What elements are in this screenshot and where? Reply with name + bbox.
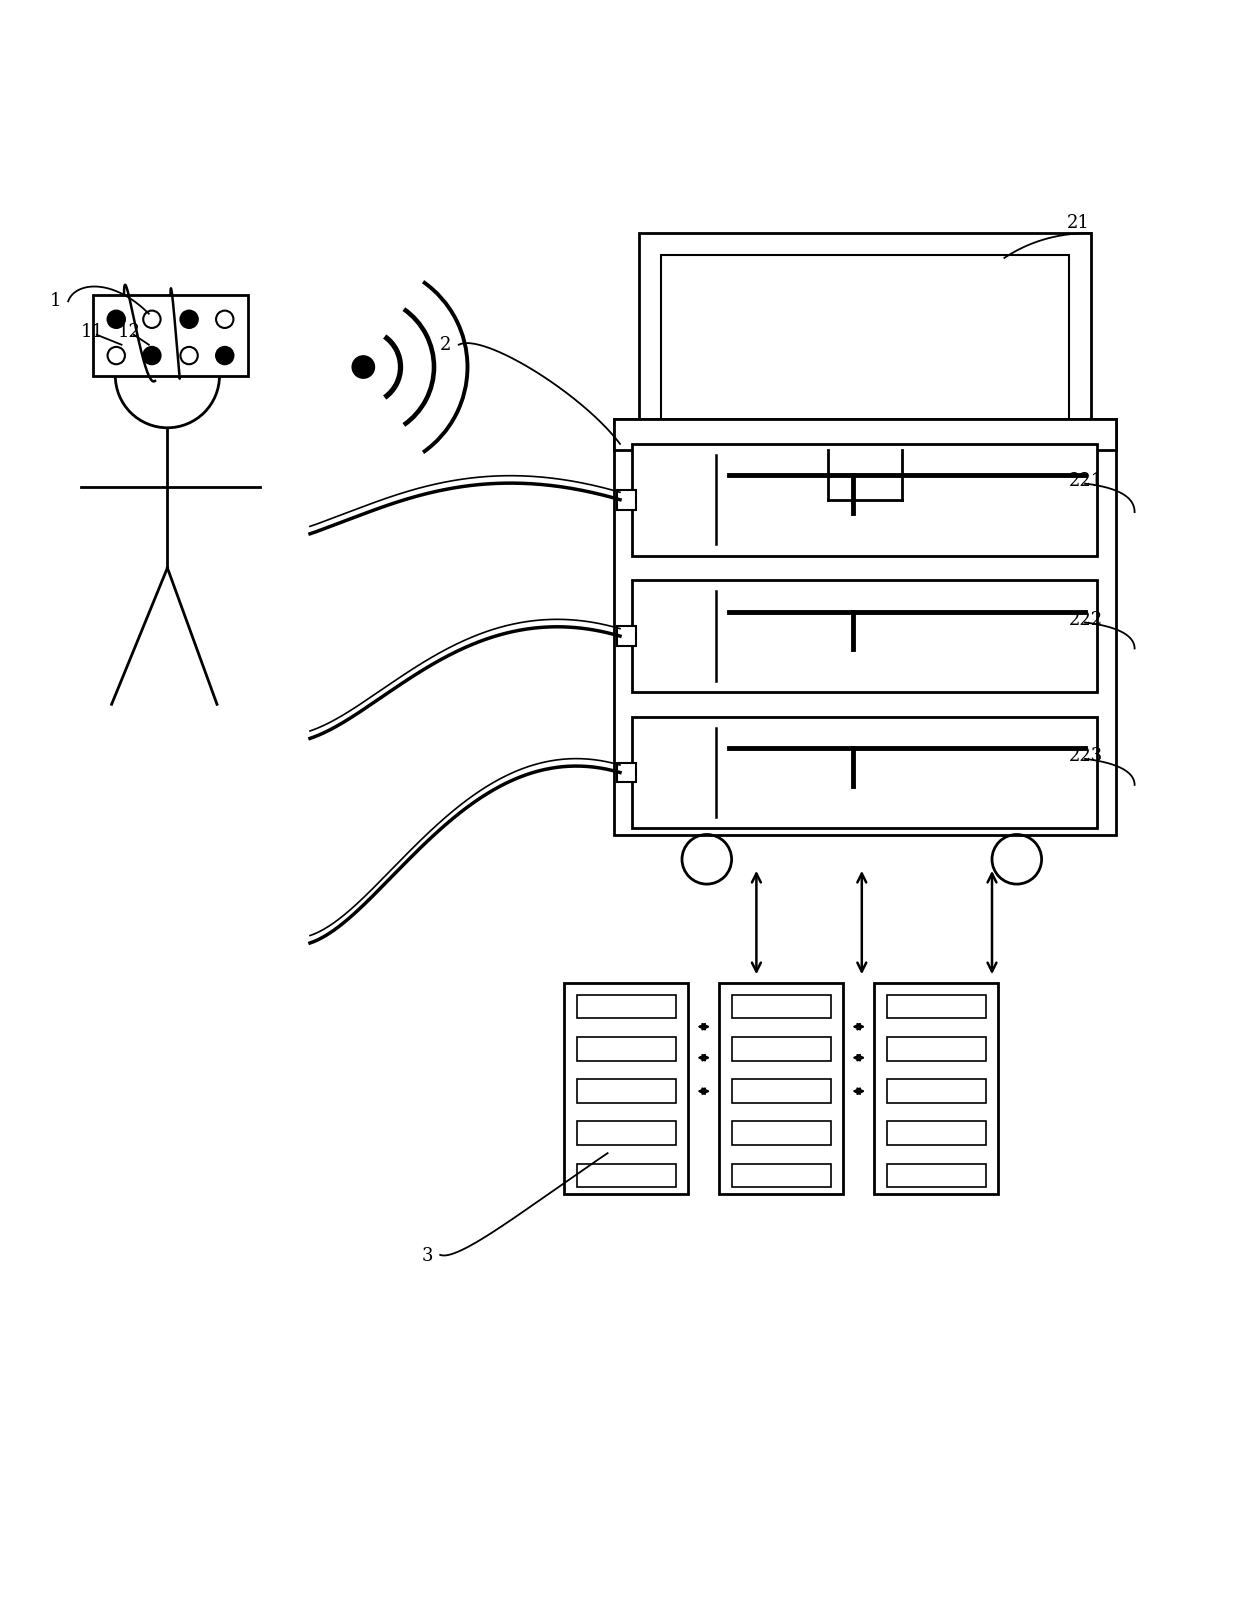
- Text: 11: 11: [81, 323, 104, 341]
- Bar: [887, 1122, 986, 1144]
- Bar: [639, 233, 1091, 450]
- Bar: [887, 1080, 986, 1102]
- Circle shape: [181, 310, 198, 328]
- Bar: [614, 419, 1116, 450]
- Bar: [732, 1163, 831, 1188]
- Circle shape: [108, 347, 125, 365]
- Bar: [887, 1163, 986, 1188]
- Bar: [577, 1080, 676, 1102]
- Text: 222: 222: [1069, 611, 1104, 628]
- Text: 1: 1: [50, 292, 61, 310]
- Bar: [614, 419, 1116, 834]
- Circle shape: [181, 347, 198, 365]
- Text: 223: 223: [1069, 747, 1104, 765]
- Bar: [577, 1037, 676, 1061]
- Bar: [732, 1037, 831, 1061]
- Bar: [577, 995, 676, 1019]
- Bar: [887, 1037, 986, 1061]
- Bar: [719, 983, 843, 1194]
- Bar: [564, 983, 688, 1194]
- Bar: [661, 256, 1069, 427]
- Bar: [732, 1122, 831, 1144]
- Text: 2: 2: [440, 336, 451, 354]
- Circle shape: [144, 310, 161, 328]
- Text: 3: 3: [422, 1247, 433, 1265]
- Circle shape: [352, 355, 374, 378]
- Text: 12: 12: [118, 323, 140, 341]
- Bar: [732, 1080, 831, 1102]
- Bar: [632, 717, 1097, 828]
- Bar: [632, 580, 1097, 693]
- Bar: [93, 296, 248, 376]
- Bar: [632, 444, 1097, 556]
- Circle shape: [144, 347, 161, 365]
- Text: 221: 221: [1069, 472, 1104, 490]
- Circle shape: [216, 347, 233, 365]
- Bar: [874, 983, 998, 1194]
- Bar: [616, 763, 636, 783]
- Bar: [732, 995, 831, 1019]
- Circle shape: [216, 310, 233, 328]
- Circle shape: [108, 310, 125, 328]
- Bar: [616, 627, 636, 646]
- Bar: [577, 1163, 676, 1188]
- Text: 21: 21: [1066, 214, 1089, 231]
- Bar: [887, 995, 986, 1019]
- Bar: [577, 1122, 676, 1144]
- Bar: [616, 490, 636, 509]
